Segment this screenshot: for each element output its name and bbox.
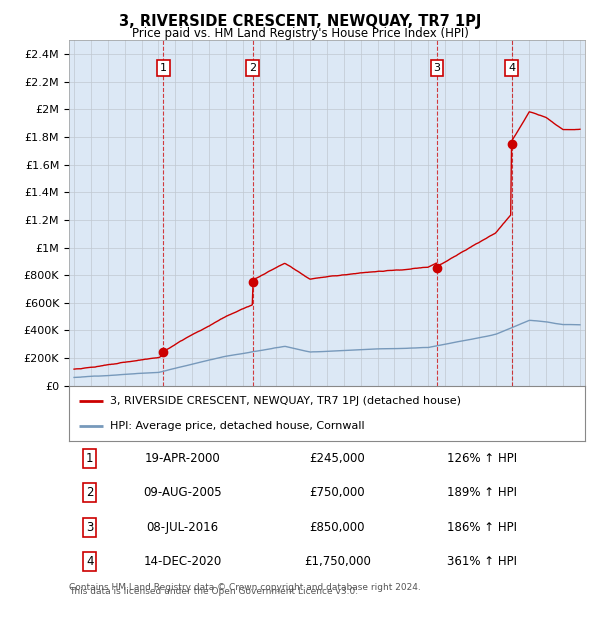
Text: 14-DEC-2020: 14-DEC-2020	[143, 556, 221, 569]
Text: This data is licensed under the Open Government Licence v3.0.: This data is licensed under the Open Gov…	[69, 587, 358, 596]
Text: 3: 3	[433, 63, 440, 73]
Text: 19-APR-2000: 19-APR-2000	[145, 452, 220, 465]
Text: 3: 3	[86, 521, 94, 534]
Text: 126% ↑ HPI: 126% ↑ HPI	[447, 452, 517, 465]
Text: 4: 4	[86, 556, 94, 569]
Text: 3, RIVERSIDE CRESCENT, NEWQUAY, TR7 1PJ (detached house): 3, RIVERSIDE CRESCENT, NEWQUAY, TR7 1PJ …	[110, 396, 461, 406]
Text: 1: 1	[160, 63, 167, 73]
Text: Contains HM Land Registry data © Crown copyright and database right 2024.: Contains HM Land Registry data © Crown c…	[69, 583, 421, 591]
Text: £1,750,000: £1,750,000	[304, 556, 371, 569]
Text: £245,000: £245,000	[310, 452, 365, 465]
Text: 189% ↑ HPI: 189% ↑ HPI	[447, 486, 517, 499]
Text: 186% ↑ HPI: 186% ↑ HPI	[447, 521, 517, 534]
Text: 08-JUL-2016: 08-JUL-2016	[146, 521, 218, 534]
Text: 09-AUG-2005: 09-AUG-2005	[143, 486, 222, 499]
Text: £850,000: £850,000	[310, 521, 365, 534]
Text: 2: 2	[86, 486, 94, 499]
Text: 4: 4	[508, 63, 515, 73]
Text: 361% ↑ HPI: 361% ↑ HPI	[447, 556, 517, 569]
Text: £750,000: £750,000	[310, 486, 365, 499]
Text: Price paid vs. HM Land Registry's House Price Index (HPI): Price paid vs. HM Land Registry's House …	[131, 27, 469, 40]
Text: HPI: Average price, detached house, Cornwall: HPI: Average price, detached house, Corn…	[110, 420, 365, 430]
Text: 1: 1	[86, 452, 94, 465]
Text: 2: 2	[249, 63, 256, 73]
Text: 3, RIVERSIDE CRESCENT, NEWQUAY, TR7 1PJ: 3, RIVERSIDE CRESCENT, NEWQUAY, TR7 1PJ	[119, 14, 481, 29]
